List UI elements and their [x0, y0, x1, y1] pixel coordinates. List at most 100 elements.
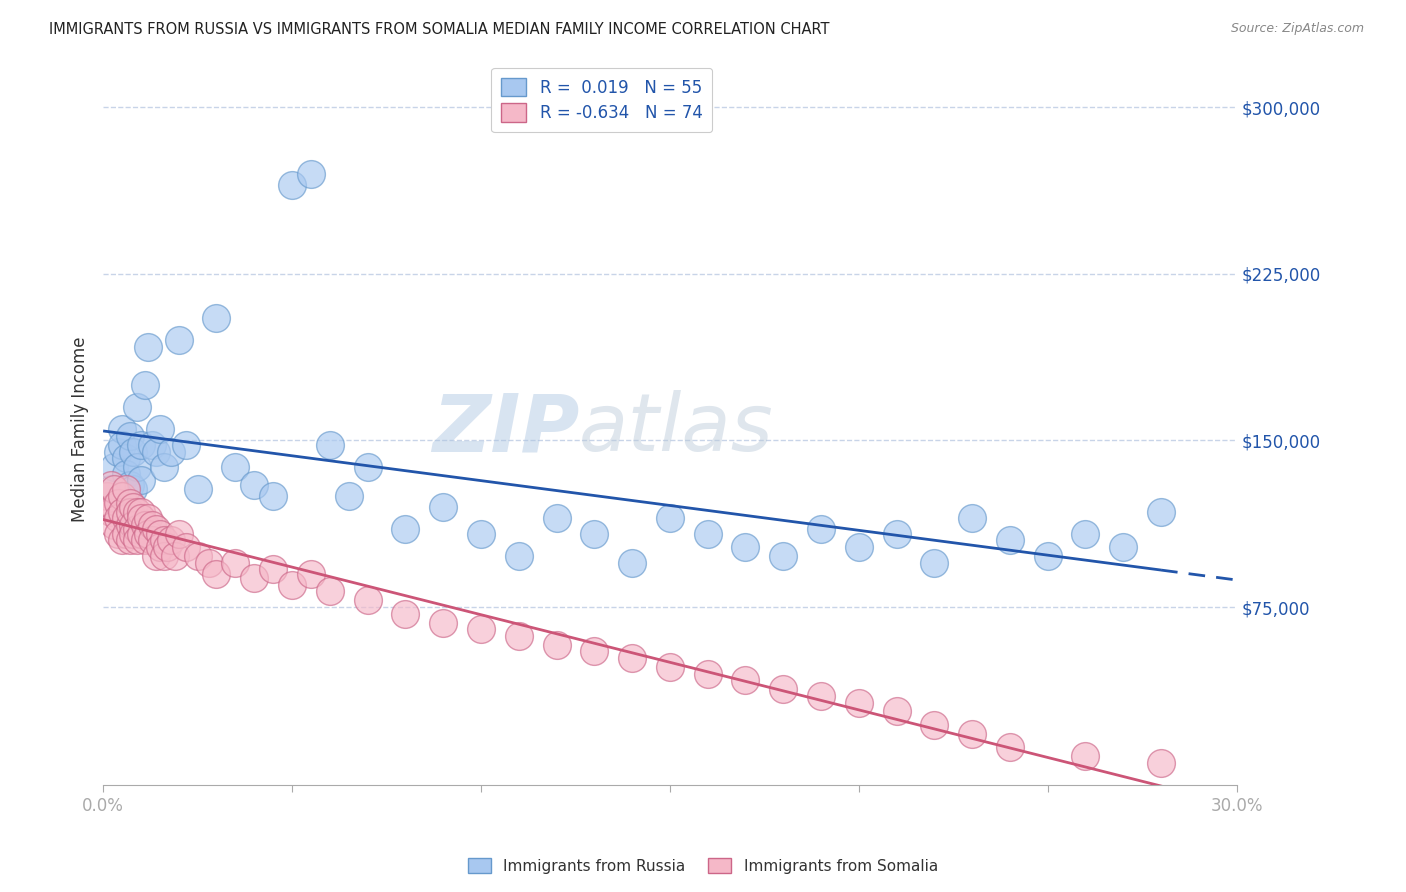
Point	[127, 400, 149, 414]
Point	[734, 540, 756, 554]
Point	[118, 478, 141, 492]
Point	[621, 556, 644, 570]
Point	[103, 460, 125, 475]
Point	[432, 615, 454, 630]
Point	[187, 483, 209, 497]
Point	[100, 483, 122, 497]
Point	[810, 689, 832, 703]
Point	[129, 474, 152, 488]
Point	[127, 460, 149, 475]
Point	[205, 566, 228, 581]
Point	[394, 522, 416, 536]
Point	[1036, 549, 1059, 563]
Point	[546, 638, 568, 652]
Point	[432, 500, 454, 514]
Point	[394, 607, 416, 621]
Point	[149, 526, 172, 541]
Point	[122, 483, 145, 497]
Point	[118, 429, 141, 443]
Point	[129, 526, 152, 541]
Point	[118, 504, 141, 518]
Point	[163, 549, 186, 563]
Point	[138, 526, 160, 541]
Point	[187, 549, 209, 563]
Point	[224, 460, 246, 475]
Point	[224, 556, 246, 570]
Point	[114, 483, 136, 497]
Point	[122, 526, 145, 541]
Point	[134, 378, 156, 392]
Point	[262, 562, 284, 576]
Point	[129, 438, 152, 452]
Point	[1150, 756, 1173, 770]
Point	[243, 478, 266, 492]
Point	[96, 489, 118, 503]
Point	[772, 549, 794, 563]
Point	[205, 311, 228, 326]
Point	[243, 571, 266, 585]
Point	[141, 533, 163, 548]
Point	[1150, 504, 1173, 518]
Point	[924, 556, 946, 570]
Point	[174, 438, 197, 452]
Point	[696, 666, 718, 681]
Point	[924, 718, 946, 732]
Point	[118, 533, 141, 548]
Point	[114, 511, 136, 525]
Point	[167, 334, 190, 348]
Point	[127, 504, 149, 518]
Legend: R =  0.019   N = 55, R = -0.634   N = 74: R = 0.019 N = 55, R = -0.634 N = 74	[491, 68, 713, 132]
Text: ZIP: ZIP	[432, 391, 579, 468]
Point	[262, 489, 284, 503]
Point	[149, 422, 172, 436]
Point	[998, 533, 1021, 548]
Point	[356, 593, 378, 607]
Point	[658, 660, 681, 674]
Point	[470, 622, 492, 636]
Point	[174, 540, 197, 554]
Point	[281, 178, 304, 192]
Point	[886, 705, 908, 719]
Point	[129, 511, 152, 525]
Point	[103, 483, 125, 497]
Point	[299, 566, 322, 581]
Point	[145, 549, 167, 563]
Point	[1074, 748, 1097, 763]
Point	[114, 467, 136, 481]
Point	[508, 629, 530, 643]
Point	[583, 526, 606, 541]
Point	[998, 739, 1021, 754]
Point	[152, 549, 174, 563]
Legend: Immigrants from Russia, Immigrants from Somalia: Immigrants from Russia, Immigrants from …	[463, 852, 943, 880]
Point	[152, 460, 174, 475]
Point	[1074, 526, 1097, 541]
Point	[138, 340, 160, 354]
Text: Source: ZipAtlas.com: Source: ZipAtlas.com	[1230, 22, 1364, 36]
Point	[160, 533, 183, 548]
Point	[127, 533, 149, 548]
Point	[281, 578, 304, 592]
Point	[103, 517, 125, 532]
Point	[134, 533, 156, 548]
Point	[114, 526, 136, 541]
Point	[658, 511, 681, 525]
Point	[546, 511, 568, 525]
Point	[156, 540, 179, 554]
Point	[118, 517, 141, 532]
Point	[848, 696, 870, 710]
Point	[1112, 540, 1135, 554]
Point	[141, 438, 163, 452]
Point	[772, 682, 794, 697]
Point	[107, 496, 129, 510]
Point	[583, 644, 606, 658]
Point	[198, 556, 221, 570]
Point	[145, 444, 167, 458]
Point	[152, 533, 174, 548]
Point	[111, 422, 134, 436]
Point	[111, 438, 134, 452]
Point	[107, 444, 129, 458]
Point	[337, 489, 360, 503]
Point	[118, 496, 141, 510]
Point	[149, 540, 172, 554]
Y-axis label: Median Family Income: Median Family Income	[72, 336, 89, 522]
